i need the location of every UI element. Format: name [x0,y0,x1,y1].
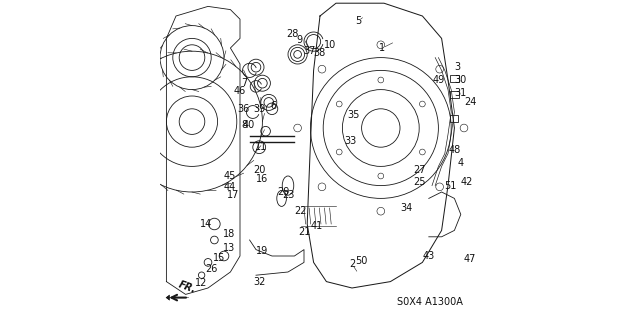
Text: 11: 11 [255,142,267,152]
Text: 47: 47 [463,254,476,264]
Text: 24: 24 [464,97,477,108]
Text: 19: 19 [256,246,269,256]
Text: 44: 44 [223,182,236,192]
Text: 35: 35 [348,110,360,120]
Text: 38: 38 [313,48,325,58]
Bar [450,75,460,82]
Text: 39: 39 [253,104,266,114]
Text: 5: 5 [355,16,362,26]
Text: 27: 27 [413,164,426,175]
Text: 31: 31 [454,88,467,98]
Text: 25: 25 [413,177,426,188]
Text: 13: 13 [223,243,235,253]
Text: 21: 21 [298,227,310,237]
Text: 17: 17 [227,190,240,200]
Text: 15: 15 [213,252,225,263]
Text: 26: 26 [205,264,218,274]
Text: FR.: FR. [178,279,198,295]
Text: 18: 18 [223,228,235,239]
Bar [450,91,460,98]
Text: 51: 51 [444,180,457,191]
Text: 3: 3 [454,62,461,72]
Text: 42: 42 [461,177,474,188]
Text: 46: 46 [233,86,246,96]
Text: 10: 10 [323,40,336,50]
Text: 48: 48 [448,145,461,156]
Text: 50: 50 [355,256,368,266]
Text: 1: 1 [380,43,385,53]
Text: 7: 7 [242,78,248,88]
Text: 49: 49 [432,75,445,85]
Text: 43: 43 [422,251,435,261]
Text: 37: 37 [303,46,316,56]
Text: 2: 2 [349,259,355,269]
Text: 20: 20 [253,164,266,175]
FancyArrow shape [166,295,189,300]
Text: 45: 45 [223,171,236,181]
Text: 29: 29 [277,187,289,197]
Text: 6: 6 [271,100,276,111]
Text: 14: 14 [200,219,212,229]
Text: 30: 30 [454,75,467,85]
Text: 8: 8 [242,120,248,130]
Text: 28: 28 [287,28,299,39]
Text: 12: 12 [195,278,208,288]
Text: 4: 4 [458,158,464,168]
Text: 33: 33 [344,136,356,146]
Text: 16: 16 [256,174,269,184]
Text: S0X4 A1300A: S0X4 A1300A [397,297,463,308]
Text: 23: 23 [282,190,294,200]
Text: 9: 9 [296,35,302,45]
Text: 22: 22 [294,206,307,216]
Bar [450,115,458,122]
Text: 40: 40 [243,120,255,130]
Text: 32: 32 [253,276,266,287]
Text: 41: 41 [310,220,323,231]
Text: 36: 36 [237,104,250,114]
Text: 34: 34 [400,203,413,213]
